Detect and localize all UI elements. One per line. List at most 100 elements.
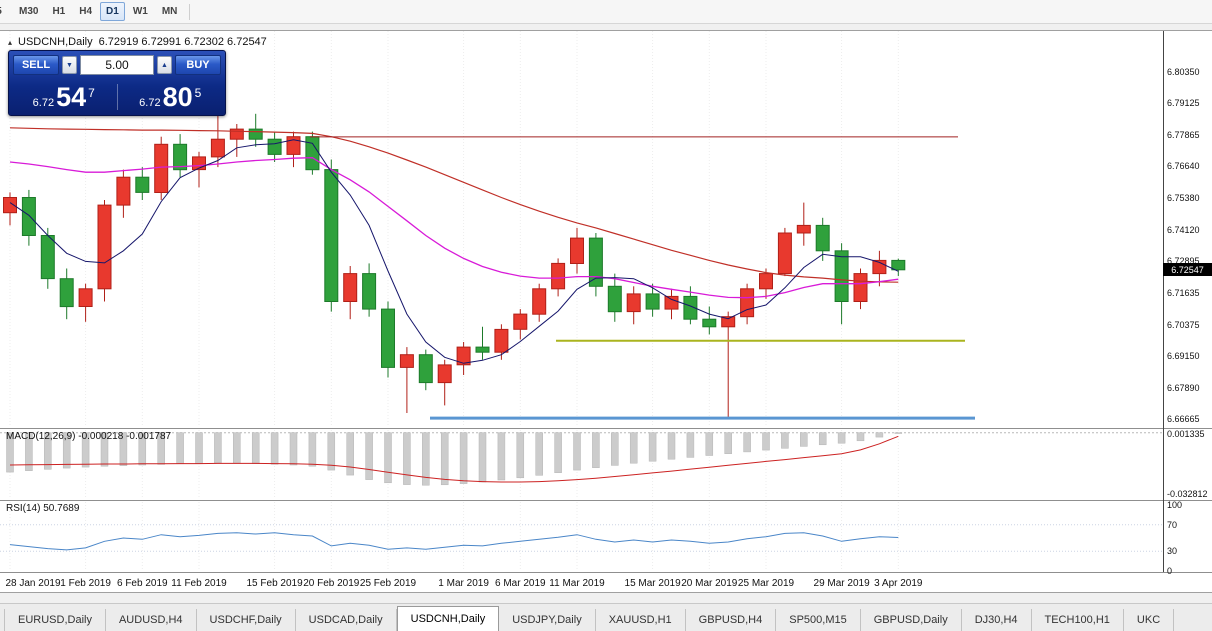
price-axis-label: 6.77865 [1167, 130, 1200, 140]
timeframe-button-5[interactable]: 5 [0, 2, 11, 21]
date-axis-label: 6 Feb 2019 [117, 578, 168, 589]
macd-histogram-bar [308, 432, 317, 467]
chart-tab-UKC[interactable]: UKC [1123, 609, 1175, 631]
date-axis-label: 11 Mar 2019 [549, 578, 605, 589]
candles [3, 108, 906, 419]
macd-histogram-bar [403, 432, 411, 485]
chart-tab-USDCAD-Daily[interactable]: USDCAD,Daily [295, 609, 397, 631]
timeframe-button-H4[interactable]: H4 [73, 2, 98, 21]
price-axis-label: 6.79125 [1167, 98, 1200, 108]
chevron-down-icon: ▼ [66, 61, 73, 69]
macd-histogram-bar [611, 432, 619, 466]
chart-tab-SP500-M15[interactable]: SP500,M15 [776, 609, 861, 631]
chart-title: ▴ USDCNH,Daily 6.72919 6.72991 6.72302 6… [8, 36, 267, 48]
macd-histogram-bar [176, 432, 184, 465]
chart-tab-USDCHF-Daily[interactable]: USDCHF,Daily [196, 609, 296, 631]
price-axis-label: 6.66665 [1167, 414, 1200, 424]
macd-histogram-bar [762, 432, 770, 451]
buy-button[interactable]: BUY [175, 55, 221, 75]
volume-decrease-button[interactable]: ▼ [62, 56, 77, 74]
macd-histogram-bar [81, 432, 90, 468]
timeframe-button-W1[interactable]: W1 [127, 2, 154, 21]
chart-tab-USDCNH-Daily[interactable]: USDCNH,Daily [396, 606, 500, 631]
date-axis-label: 28 Jan 2019 [5, 578, 60, 589]
price-axis[interactable]: 6.80350 6.79125 6.77865 6.76640 6.75380 6.741… [1167, 67, 1200, 424]
sell-button[interactable]: SELL [13, 55, 59, 75]
macd-histogram-bar [62, 432, 71, 469]
chart-tab-XAUUSD-H1[interactable]: XAUUSD,H1 [595, 609, 686, 631]
macd-histogram-bar [440, 432, 449, 486]
buy-price-prefix: 6.72 [139, 96, 161, 109]
macd-histogram-bar [667, 432, 676, 460]
macd-histogram-bar [648, 432, 657, 462]
macd-histogram-bar [875, 432, 884, 438]
price-divider [116, 84, 118, 110]
symbol-marker-icon: ▴ [8, 37, 13, 47]
macd-indicator-label: MACD(12,26,9) -0.000218 -0.001787 [6, 431, 172, 442]
chart-tab-DJ30-H4[interactable]: DJ30,H4 [961, 609, 1032, 631]
buy-price[interactable]: 6.72 80 5 [120, 84, 222, 113]
macd-histogram-bar [800, 432, 808, 447]
one-click-trading-panel: SELL ▼ 5.00 ▲ BUY 6.72 54 7 6.72 80 5 [8, 50, 226, 116]
price-axis-label: 6.72895 [1167, 256, 1200, 266]
macd-histogram-bar [119, 432, 128, 466]
price-axis-label: 6.70375 [1167, 320, 1200, 330]
date-axis-label: 20 Mar 2019 [681, 578, 738, 589]
macd-histogram-bar [251, 432, 260, 464]
buy-price-sup: 5 [194, 86, 202, 100]
volume-field[interactable]: 5.00 [80, 55, 154, 75]
macd-histogram-bar [195, 432, 203, 464]
timeframe-button-H1[interactable]: H1 [46, 2, 71, 21]
price-axis-label: 6.80350 [1167, 67, 1200, 77]
chart-tab-AUDUSD-H4[interactable]: AUDUSD,H4 [105, 609, 197, 631]
macd-histogram-bar [554, 432, 562, 473]
macd-histogram-bar [516, 432, 525, 479]
chart-tab-EURUSD-Daily[interactable]: EURUSD,Daily [4, 609, 106, 631]
price-axis-label: 6.74120 [1167, 225, 1200, 235]
chart-ohlc-values: 6.72919 6.72991 6.72302 6.72547 [98, 36, 267, 48]
macd-histogram-bar [44, 432, 52, 470]
macd-histogram-bar [422, 432, 430, 486]
macd-histogram-bar [629, 432, 638, 464]
macd-histogram-bar [214, 432, 222, 464]
chevron-up-icon: ▲ [161, 61, 168, 69]
date-axis[interactable]: 28 Jan 2019 1 Feb 2019 6 Feb 2019 11 Feb 20… [5, 578, 922, 589]
macd-histogram-bar [705, 432, 714, 456]
macd-histogram-bar [497, 432, 506, 481]
ma-magenta-line [9, 157, 899, 299]
date-axis-label: 6 Mar 2019 [495, 578, 546, 589]
macd-histogram-bar [270, 432, 279, 465]
ma-fast-line [9, 139, 899, 364]
chart-tab-GBPUSD-H4[interactable]: GBPUSD,H4 [685, 609, 777, 631]
chart-tab-USDJPY-Daily[interactable]: USDJPY,Daily [499, 609, 596, 631]
date-axis-label: 29 Mar 2019 [814, 578, 871, 589]
price-axis-label: 6.67890 [1167, 383, 1200, 393]
chart-window [0, 30, 1212, 593]
macd-histogram-bar [686, 432, 695, 458]
sell-price[interactable]: 6.72 54 7 [13, 84, 115, 113]
macd-histogram-bar [6, 432, 14, 473]
price-axis-label: 6.71635 [1167, 288, 1200, 298]
macd-histogram-bar [894, 432, 903, 434]
date-axis-label: 15 Mar 2019 [625, 578, 682, 589]
macd-histogram-bar [837, 432, 846, 444]
macd-histogram-bar [327, 432, 336, 471]
date-axis-label: 3 Apr 2019 [874, 578, 923, 589]
rsi-axis-label: 70 [1167, 520, 1177, 530]
timeframe-button-D1[interactable]: D1 [100, 2, 125, 21]
trade-controls-row: SELL ▼ 5.00 ▲ BUY [13, 54, 221, 76]
rsi-axis-label: 100 [1167, 500, 1182, 510]
date-axis-label: 11 Feb 2019 [171, 578, 227, 589]
chart-tab-GBPUSD-Daily[interactable]: GBPUSD,Daily [860, 609, 962, 631]
volume-increase-button[interactable]: ▲ [157, 56, 172, 74]
timeframe-button-M30[interactable]: M30 [13, 2, 44, 21]
chart-tab-TECH100-H1[interactable]: TECH100,H1 [1031, 609, 1124, 631]
macd-histogram-bar [289, 432, 298, 466]
macd-histogram-bar [592, 432, 600, 468]
macd-histogram-bar [25, 432, 33, 471]
macd-signal-line [9, 435, 899, 483]
timeframe-button-MN[interactable]: MN [156, 2, 184, 21]
macd-histogram-bar [573, 432, 581, 471]
